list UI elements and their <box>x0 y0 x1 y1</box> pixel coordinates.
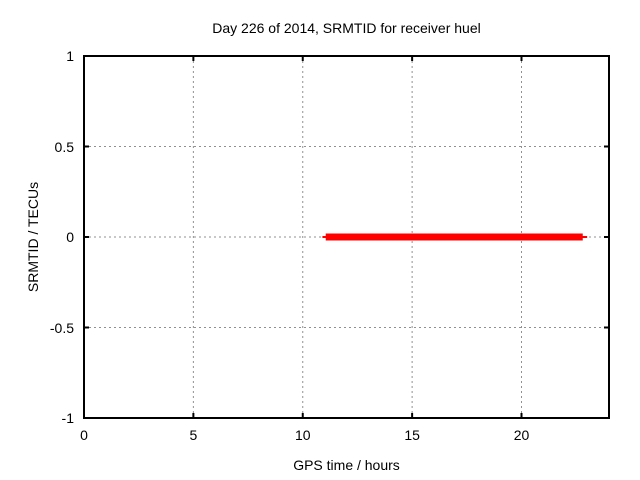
x-tick-label: 10 <box>294 427 311 443</box>
x-tick-label: 20 <box>513 427 530 443</box>
chart-title: Day 226 of 2014, SRMTID for receiver hue… <box>212 20 481 36</box>
y-tick-label: -0.5 <box>49 319 74 336</box>
y-tick-label: 0.5 <box>54 138 74 155</box>
y-tick-label: 0 <box>66 229 74 245</box>
x-axis-label: GPS time / hours <box>293 457 400 473</box>
y-tick-label: 1 <box>66 48 74 64</box>
x-tick-label: 0 <box>80 427 88 443</box>
y-tick-label: -1 <box>61 410 74 426</box>
x-tick-label: 5 <box>189 427 198 443</box>
x-tick-label: 15 <box>404 427 420 443</box>
